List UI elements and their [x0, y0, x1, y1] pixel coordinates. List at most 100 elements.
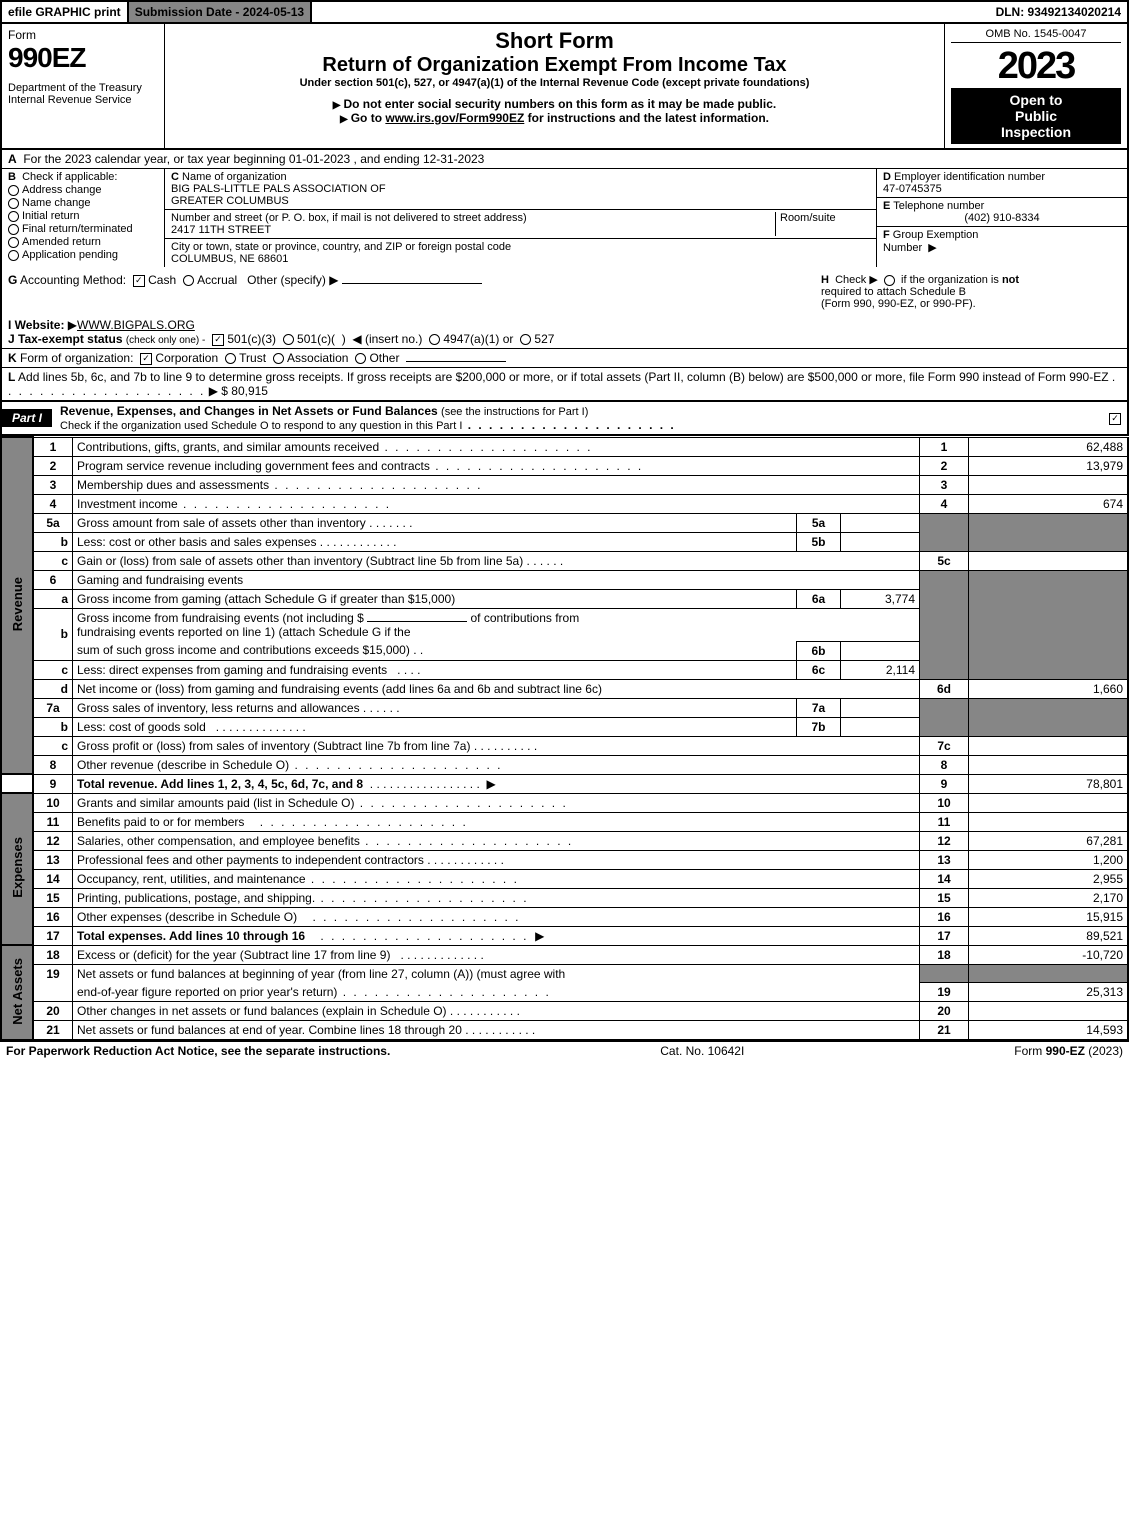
h-text4: required to attach Schedule B [821, 286, 966, 298]
line-6d-num: d [33, 679, 73, 698]
part1-title-sub: (see the instructions for Part I) [441, 406, 588, 418]
line-21-amt: 14,593 [969, 1021, 1129, 1041]
section-d: D Employer identification number47-07453… [877, 169, 1127, 267]
line-6b-num: b [33, 608, 73, 660]
j-a1: 4947(a)(1) or [443, 332, 513, 346]
line-7a-box: 7a [797, 698, 841, 717]
line-2-amt: 13,979 [969, 456, 1129, 475]
dept-treasury: Department of the Treasury [8, 82, 158, 94]
line-14-num: 14 [33, 869, 73, 888]
checkbox-4947[interactable] [429, 334, 440, 345]
shade [920, 589, 969, 608]
room-label: Room/suite [776, 212, 870, 236]
line-18-col: 18 [920, 945, 969, 964]
checkbox-501c3[interactable] [212, 334, 224, 346]
line-9-desc: Total revenue. Add lines 1, 2, 3, 4, 5c,… [77, 777, 363, 791]
dots [462, 418, 675, 432]
line-5a-num: 5a [33, 513, 73, 532]
line-7c-amt [969, 736, 1129, 755]
checkbox-h[interactable] [884, 275, 895, 286]
info-grid: B Check if applicable: Address change Na… [0, 169, 1129, 267]
shade [920, 513, 969, 532]
other-org-input[interactable] [406, 361, 506, 362]
checkbox-corporation[interactable] [140, 353, 152, 365]
line-6a-desc: Gross income from gaming (attach Schedul… [73, 589, 797, 608]
line-12-col: 12 [920, 831, 969, 850]
ein-block: D Employer identification number47-07453… [877, 169, 1127, 198]
side-exp-text: Expenses [10, 837, 25, 898]
line-7a-boxv [841, 698, 920, 717]
line-6b-d4: sum of such gross income and contributio… [77, 643, 410, 657]
open-line1: Open to [953, 92, 1119, 108]
dots [306, 872, 519, 886]
shade [969, 589, 1129, 608]
checkbox-accrual[interactable] [183, 275, 194, 286]
dots [178, 497, 391, 511]
checkbox-other-org[interactable] [355, 353, 366, 364]
line-21-num: 21 [33, 1021, 73, 1041]
header-left: Form 990EZ Department of the Treasury In… [2, 24, 165, 148]
b-initial: Initial return [22, 210, 79, 222]
shade [920, 660, 969, 679]
shade [969, 964, 1129, 983]
g-other: Other (specify) [247, 273, 326, 287]
checkbox-501c[interactable] [283, 334, 294, 345]
line-1-col: 1 [920, 437, 969, 456]
checkbox-amended-return[interactable] [8, 237, 19, 248]
line-15-desc: Printing, publications, postage, and shi… [77, 891, 315, 905]
org-name-1: BIG PALS-LITTLE PALS ASSOCIATION OF [171, 183, 386, 195]
line-7a-num: 7a [33, 698, 73, 717]
open-line3: Inspection [953, 124, 1119, 140]
line-11-amt [969, 812, 1129, 831]
j-cpost: ) [342, 332, 346, 346]
c-label: Name of organization [182, 171, 287, 183]
website-value[interactable]: WWW.BIGPALS.ORG [77, 318, 195, 332]
irs-link[interactable]: www.irs.gov/Form990EZ [385, 111, 524, 125]
line-12-num: 12 [33, 831, 73, 850]
line-10-amt [969, 793, 1129, 812]
line-16-num: 16 [33, 907, 73, 926]
checkbox-trust[interactable] [225, 353, 236, 364]
line-5c-num: c [33, 551, 73, 570]
checkbox-final-return[interactable] [8, 224, 19, 235]
checkbox-cash[interactable] [133, 275, 145, 287]
form-header: Form 990EZ Department of the Treasury In… [0, 22, 1129, 148]
line-11-num: 11 [33, 812, 73, 831]
other-specify-input[interactable] [342, 283, 482, 284]
line-5b-boxv [841, 532, 920, 551]
checkbox-initial-return[interactable] [8, 211, 19, 222]
line-7b-num: b [33, 717, 73, 736]
line-10-num: 10 [33, 793, 73, 812]
checkbox-address-change[interactable] [8, 185, 19, 196]
short-form-title: Short Form [171, 28, 938, 54]
j-c3: 501(c)(3) [227, 332, 276, 346]
street-value: 2417 11TH STREET [171, 224, 271, 236]
line-21-desc: Net assets or fund balances at end of ye… [77, 1023, 462, 1037]
checkbox-schedule-o[interactable] [1109, 413, 1121, 425]
line-6c-num: c [33, 660, 73, 679]
tel-label: Telephone number [893, 200, 984, 212]
line-19-col: 19 [920, 983, 969, 1002]
line-6c-boxv: 2,114 [841, 660, 920, 679]
checkbox-527[interactable] [520, 334, 531, 345]
line-18-desc: Excess or (deficit) for the year (Subtra… [77, 948, 390, 962]
line-13-amt: 1,200 [969, 850, 1129, 869]
contrib-amount-input[interactable] [367, 621, 467, 622]
footer: For Paperwork Reduction Act Notice, see … [0, 1041, 1129, 1060]
ein-label: Employer identification number [894, 171, 1045, 183]
line-7a-desc: Gross sales of inventory, less returns a… [77, 701, 360, 715]
line-15-col: 15 [920, 888, 969, 907]
shade [969, 570, 1129, 589]
checkbox-association[interactable] [273, 353, 284, 364]
c-city-block: City or town, state or province, country… [165, 239, 876, 267]
shade [969, 660, 1129, 679]
line-8-desc: Other revenue (describe in Schedule O) [77, 758, 289, 772]
footer-right-post: (2023) [1085, 1044, 1123, 1058]
c-street-block: Number and street (or P. O. box, if mail… [165, 210, 876, 239]
line-3-num: 3 [33, 475, 73, 494]
form-number: 990EZ [8, 42, 158, 74]
dots [315, 929, 528, 943]
dots [254, 815, 467, 829]
checkbox-application-pending[interactable] [8, 250, 19, 261]
checkbox-name-change[interactable] [8, 198, 19, 209]
